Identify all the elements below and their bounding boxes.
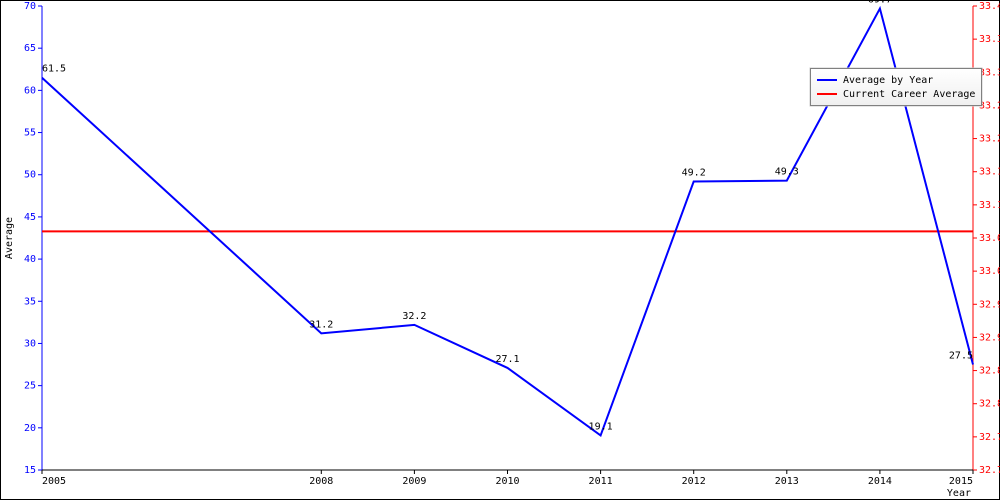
x-tick-label: 2005: [42, 476, 66, 487]
point-value-label: 61.5: [42, 64, 66, 75]
x-axis-title: Year: [947, 488, 971, 499]
point-value-label: 49.3: [775, 167, 799, 178]
point-value-label: 49.2: [682, 167, 706, 178]
y-left-tick-label: 30: [24, 338, 36, 349]
legend-swatch: [817, 93, 837, 95]
x-tick-label: 2011: [589, 476, 613, 487]
y-right-tick-label: 33.35: [979, 34, 1000, 45]
y-left-tick-label: 45: [24, 212, 36, 223]
y-right-tick-label: 32.95: [979, 299, 1000, 310]
y-right-tick-label: 32.85: [979, 366, 1000, 377]
y-left-tick-label: 55: [24, 128, 36, 139]
x-tick-label: 2014: [868, 476, 892, 487]
y-right-tick-label: 32.90: [979, 332, 1000, 343]
x-tick-label: 2010: [495, 476, 519, 487]
y-left-tick-label: 25: [24, 381, 36, 392]
point-value-label: 69.7: [868, 0, 892, 6]
y-right-tick-label: 32.70: [979, 465, 1000, 476]
legend-item: Average by Year: [817, 73, 975, 87]
point-value-label: 27.1: [495, 354, 519, 365]
y-right-tick-label: 32.80: [979, 399, 1000, 410]
chart-dual-axis-line: 15 20 25 30 35 40 45 50 55 60 65 70 32.70 32.75 32.80 3…: [0, 0, 1000, 500]
legend-item: Current Career Average: [817, 87, 975, 101]
legend-swatch: [817, 79, 837, 81]
y-right-tick-label: 33.40: [979, 1, 1000, 12]
y-right-tick-label: 33.20: [979, 134, 1000, 145]
legend-label: Average by Year: [843, 75, 933, 86]
legend: Average by Year Current Career Average: [810, 68, 982, 106]
y-axis-title: Average: [4, 217, 15, 259]
y-left-tick-label: 15: [24, 465, 36, 476]
y-left-tick-label: 20: [24, 423, 36, 434]
y-left-tick-label: 35: [24, 296, 36, 307]
x-tick-label: 2012: [682, 476, 706, 487]
legend-label: Current Career Average: [843, 89, 975, 100]
y-left-tick-label: 65: [24, 43, 36, 54]
x-tick-label: 2009: [402, 476, 426, 487]
y-right-tick-label: 33.10: [979, 200, 1000, 211]
y-left-tick-label: 60: [24, 85, 36, 96]
point-value-label: 31.2: [309, 319, 333, 330]
y-left-tick-label: 50: [24, 170, 36, 181]
point-value-label: 19.1: [589, 421, 613, 432]
point-value-label: 27.5: [949, 351, 973, 362]
y-left-tick-label: 70: [24, 1, 36, 12]
y-right-tick-label: 32.75: [979, 432, 1000, 443]
y-right-tick-label: 33.05: [979, 233, 1000, 244]
y-right-tick-label: 33.15: [979, 167, 1000, 178]
y-right-tick-label: 33.00: [979, 266, 1000, 277]
y-left-tick-label: 40: [24, 254, 36, 265]
point-value-label: 32.2: [402, 311, 426, 322]
x-tick-label: 2008: [309, 476, 333, 487]
x-tick-label: 2013: [775, 476, 799, 487]
x-tick-label: 2015: [949, 476, 973, 487]
